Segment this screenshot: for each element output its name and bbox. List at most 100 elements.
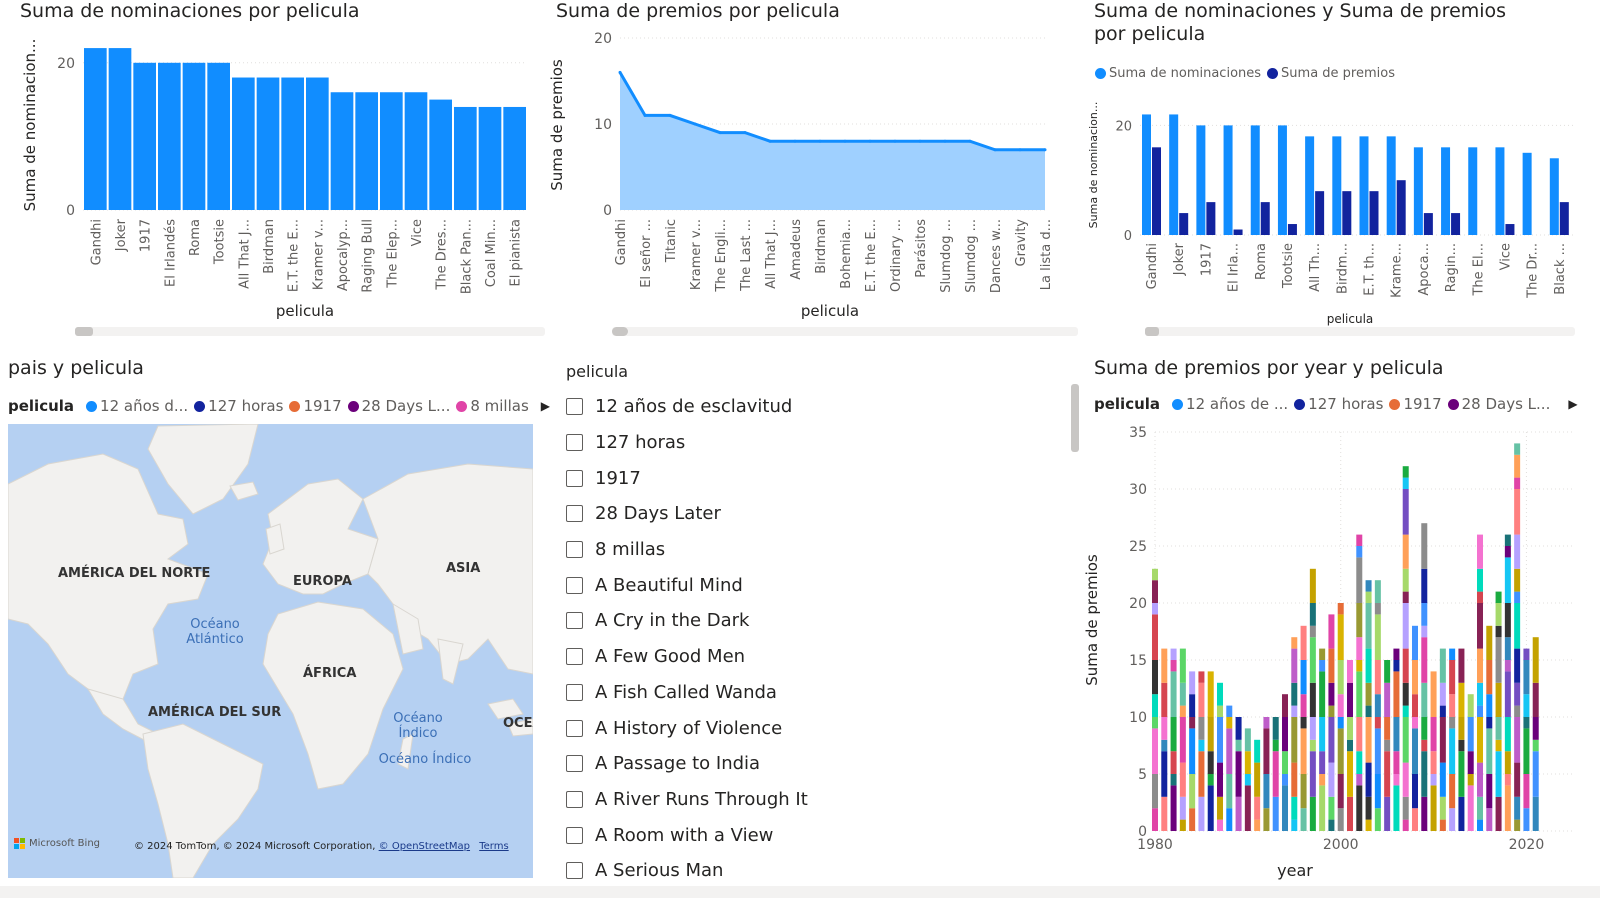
x-tick-label: El Irla... — [1227, 243, 1242, 292]
x-tick-label: The Elep... — [385, 219, 400, 289]
stacked-bar-segment — [1412, 694, 1418, 717]
x-tick-label: Krame... — [1390, 243, 1405, 298]
slicer-item[interactable]: 12 años de esclavitud — [566, 389, 1066, 425]
stacked-bar-segment — [1365, 682, 1372, 706]
x-tick-label: Kramer v... — [311, 219, 326, 290]
slicer-checkbox[interactable] — [566, 469, 583, 487]
bar-nominaciones — [1522, 152, 1532, 235]
slicer-item[interactable]: 28 Days Later — [566, 496, 1066, 532]
stacked-bar-segment — [1365, 648, 1372, 683]
chart-scrollbar[interactable] — [612, 327, 1078, 336]
chart-scrollbar[interactable] — [75, 327, 545, 336]
bar-premios — [1206, 202, 1216, 235]
legend-item[interactable]: 127 horas — [1308, 395, 1384, 413]
page-scrollbar[interactable] — [0, 886, 1600, 898]
slicer-checkbox[interactable] — [566, 648, 583, 666]
slicer-checkbox[interactable] — [566, 755, 583, 773]
stacked-bar-segment — [1486, 717, 1493, 729]
legend-item[interactable]: 1917 — [1403, 395, 1442, 413]
slicer-checkbox[interactable] — [566, 790, 583, 808]
data-point — [643, 113, 647, 117]
map-attribution: © 2024 TomTom, © 2024 Microsoft Corporat… — [134, 841, 509, 852]
stacked-bar-segment — [1514, 443, 1521, 455]
stacked-bar-segment — [1179, 819, 1186, 831]
legend-next-arrow-icon[interactable]: ▶ — [540, 399, 551, 413]
stacked-bar-segment — [1207, 717, 1214, 752]
chart-scrollbar[interactable] — [1145, 327, 1575, 336]
slicer-item[interactable]: 127 horas — [566, 425, 1066, 461]
stacked-bar-segment — [1217, 796, 1223, 820]
slicer-item[interactable]: A Passage to India — [566, 746, 1066, 782]
stacked-bar-segment — [1337, 717, 1344, 729]
stacked-bar-segment — [1467, 774, 1474, 786]
stacked-bar-segment — [1263, 808, 1270, 831]
stacked-bar-segment — [1291, 648, 1298, 683]
slicer-item[interactable]: A Room with a View — [566, 817, 1066, 853]
slicer-item[interactable]: 1917 — [566, 460, 1066, 496]
legend-item[interactable]: 12 años de ... — [1186, 395, 1289, 413]
legend-item[interactable]: 1917 — [303, 397, 342, 415]
scrollbar-thumb[interactable] — [1145, 327, 1159, 336]
legend-item[interactable]: 28 Days L... — [361, 397, 451, 415]
slicer-checkbox[interactable] — [566, 719, 583, 737]
stacked-bar-segment — [1272, 751, 1279, 797]
slicer-checkbox[interactable] — [566, 434, 583, 452]
legend-item[interactable]: Suma de nominaciones — [1109, 66, 1262, 81]
slicer-checkbox[interactable] — [566, 398, 583, 416]
slicer-item[interactable]: A Beautiful Mind — [566, 567, 1066, 603]
stacked-bar-segment — [1393, 785, 1400, 831]
stacked-bar-segment — [1514, 682, 1521, 706]
stacked-bar-segment — [1514, 454, 1521, 478]
map-label-oceania: OCEA — [503, 716, 533, 731]
slicer-checkbox[interactable] — [566, 862, 583, 880]
legend-item[interactable]: 127 horas — [208, 397, 284, 415]
x-tick-label: Amadeus — [789, 219, 804, 280]
world-map[interactable]: AMÉRICA DEL NORTE EUROPA ASIA ÁFRICA AMÉ… — [8, 424, 533, 878]
slicer-item[interactable]: 8 millas — [566, 532, 1066, 568]
map-label-indian: Océano Índico — [393, 711, 443, 741]
scrollbar-thumb[interactable] — [612, 327, 628, 336]
stacked-bar-segment — [1300, 808, 1307, 831]
stacked-bar-segment — [1421, 682, 1428, 717]
stacked-bar-segment — [1393, 648, 1400, 660]
slicer-checkbox[interactable] — [566, 505, 583, 523]
bar — [454, 106, 477, 210]
combo-legend: Suma de nominaciones Suma de premios — [1090, 66, 1395, 81]
legend-item[interactable]: 28 Days L... — [1461, 395, 1551, 413]
slicer-item-label: 127 horas — [595, 432, 686, 454]
bar-premios — [1423, 213, 1433, 235]
stacked-bar-segment — [1226, 808, 1233, 831]
slicer-item-label: A Fish Called Wanda — [595, 681, 777, 703]
map-label-asia: ASIA — [446, 561, 481, 576]
slicer-item[interactable]: A River Runs Through It — [566, 782, 1066, 818]
slicer-checkbox[interactable] — [566, 826, 583, 844]
slicer-scrollbar[interactable] — [1071, 384, 1079, 452]
slicer-item[interactable]: A Fish Called Wanda — [566, 675, 1066, 711]
slicer-checkbox[interactable] — [566, 576, 583, 594]
slicer-checkbox[interactable] — [566, 541, 583, 559]
slicer-checkbox[interactable] — [566, 612, 583, 630]
terms-link[interactable]: Terms — [479, 841, 509, 852]
slicer-checkbox[interactable] — [566, 683, 583, 701]
data-point — [1018, 148, 1022, 152]
legend-item[interactable]: Suma de premios — [1281, 66, 1395, 81]
slicer-item[interactable]: A Serious Man — [566, 853, 1066, 889]
stacked-bar-segment — [1328, 796, 1335, 820]
stacked-bar-segment — [1495, 682, 1502, 717]
stacked-bar-segment — [1402, 762, 1409, 797]
legend-item[interactable]: 8 millas — [470, 397, 529, 415]
stacked-bar-segment — [1486, 660, 1493, 695]
stacked-bar-segment — [1430, 717, 1437, 752]
slicer-item[interactable]: A History of Violence — [566, 710, 1066, 746]
slicer-item[interactable]: A Cry in the Dark — [566, 603, 1066, 639]
stacked-bar-segment — [1179, 796, 1186, 820]
osm-link[interactable]: © OpenStreetMap — [378, 841, 471, 852]
stacked-bar-segment — [1504, 785, 1511, 831]
legend-item[interactable]: 12 años d... — [100, 397, 189, 415]
scrollbar-thumb[interactable] — [75, 327, 93, 336]
slicer-item[interactable]: A Few Good Men — [566, 639, 1066, 675]
y-tick-label: 30 — [1129, 482, 1147, 498]
legend-next-arrow-icon[interactable]: ▶ — [1568, 397, 1578, 411]
data-point — [993, 148, 997, 152]
bar — [478, 106, 502, 210]
